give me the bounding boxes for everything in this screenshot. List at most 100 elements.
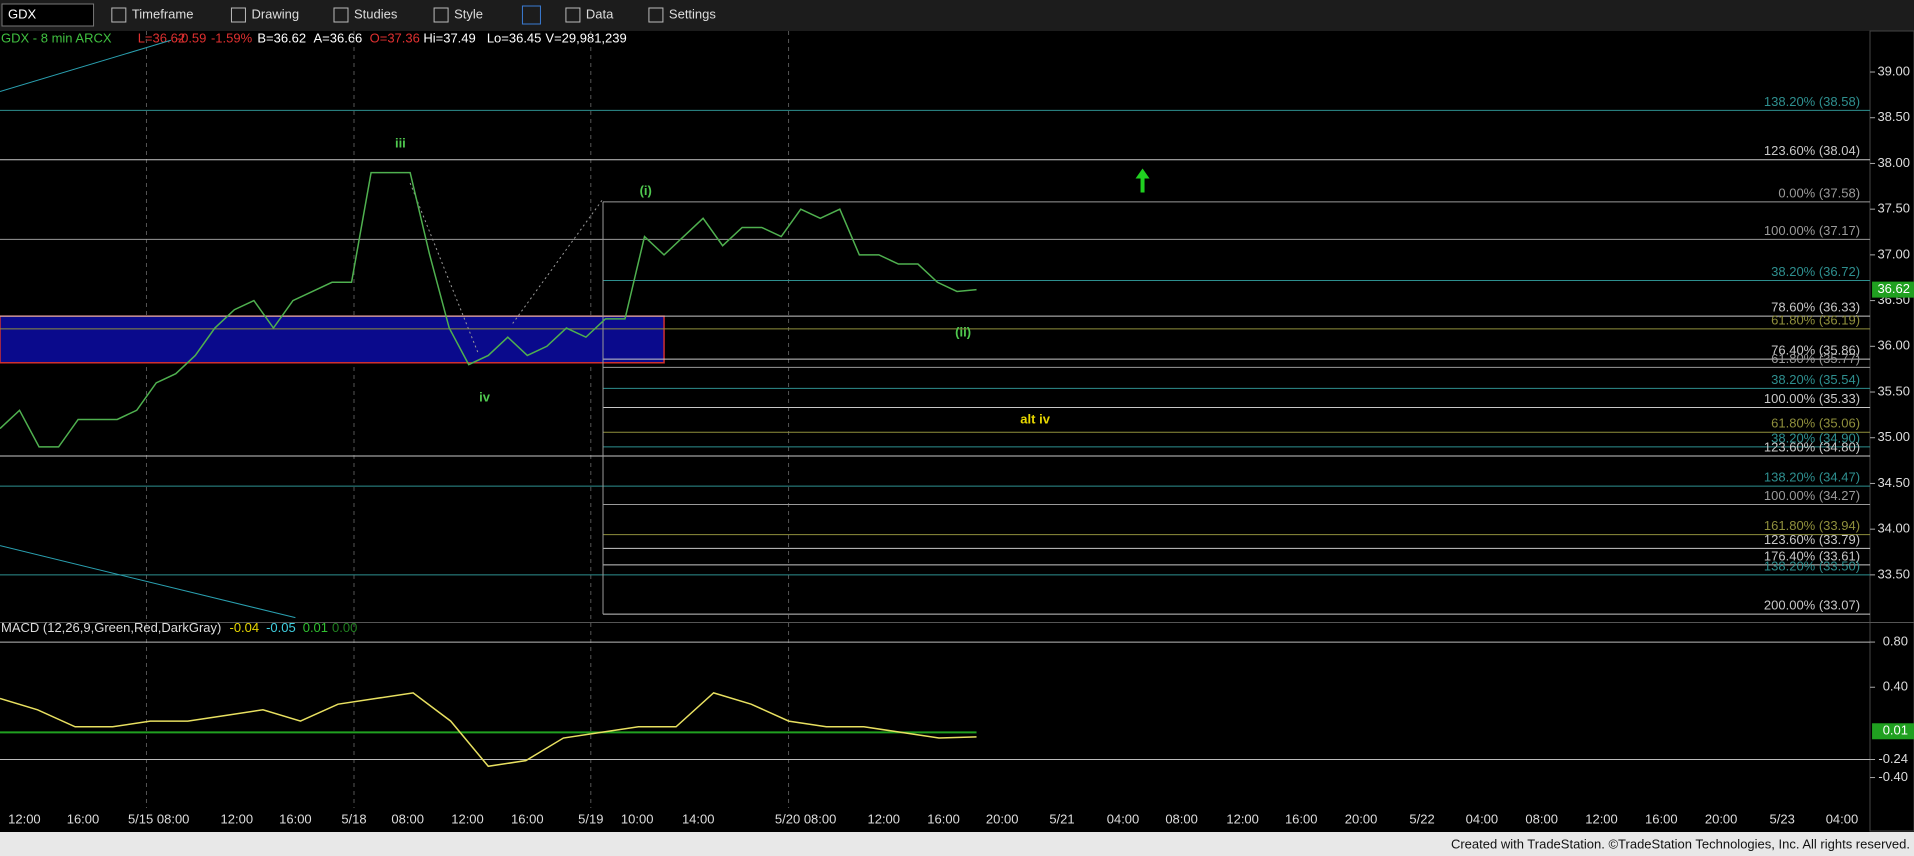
fib-label: 61.80% (36.19): [1771, 312, 1860, 327]
fib-label: 78.60% (36.33): [1771, 300, 1860, 315]
current-price-box: [1872, 281, 1914, 298]
quote-field: -0.59: [177, 30, 207, 45]
price-tick-label: 36.00: [1877, 338, 1910, 353]
menu-button[interactable]: Studies: [354, 6, 398, 21]
quote-field: V=29,981,239: [545, 30, 626, 45]
footer-bar: [0, 832, 1914, 856]
macd-line: [0, 692, 977, 768]
menu-icon[interactable]: [648, 7, 664, 23]
up-arrow: [1135, 168, 1150, 193]
time-tick-label: 5/18: [341, 812, 366, 827]
time-tick-label: 12:00: [1585, 812, 1618, 827]
time-tick-label: 5/15 08:00: [128, 812, 189, 827]
macd-reading: -0.05: [266, 620, 296, 635]
macd-reading: -0.04: [229, 620, 259, 635]
time-tick-label: 16:00: [511, 812, 544, 827]
macd-tick-label: -0.40: [1878, 769, 1908, 784]
time-tick-label: 12:00: [867, 812, 900, 827]
macd-reading: 0.00: [332, 620, 357, 635]
time-tick-label: 04:00: [1826, 812, 1859, 827]
time-tick-label: 12:00: [1226, 812, 1259, 827]
price-tick-label: 39.00: [1877, 63, 1910, 78]
fib-label: 200.00% (33.07): [1764, 598, 1860, 613]
time-tick-label: 16:00: [279, 812, 312, 827]
quote-field: O=37.36: [370, 30, 420, 45]
menu-button[interactable]: Settings: [669, 6, 716, 21]
wave-connector: [512, 198, 604, 324]
quote-field: L=36.62: [138, 30, 185, 45]
time-tick-label: 04:00: [1466, 812, 1499, 827]
menu-button[interactable]: Drawing: [251, 6, 299, 21]
time-tick-label: 5/19: [578, 812, 603, 827]
fib-label: 61.80% (35.77): [1771, 351, 1860, 366]
menu-icon[interactable]: [230, 7, 246, 23]
quote-field: Lo=36.45: [487, 30, 542, 45]
wave-label: alt iv: [1020, 411, 1050, 426]
fib-label: 161.80% (33.94): [1764, 518, 1860, 533]
fib-label: 38.20% (36.72): [1771, 264, 1860, 279]
menu-button[interactable]: Timeframe: [132, 6, 194, 21]
fib-label: 100.00% (34.27): [1764, 488, 1860, 503]
price-tick-label: 38.00: [1877, 155, 1910, 170]
menu-button[interactable]: Style: [454, 6, 483, 21]
symbol-box[interactable]: [1, 3, 95, 27]
macd-current-box: [1872, 723, 1914, 740]
fib-label: 123.60% (33.79): [1764, 532, 1860, 547]
price-line: [0, 171, 977, 448]
price-tick-label: 35.00: [1877, 429, 1910, 444]
time-tick-label: 12:00: [451, 812, 484, 827]
footer-credit: Created with TradeStation. ©TradeStation…: [1451, 836, 1910, 851]
quote-field: B=36.62: [257, 30, 306, 45]
menu-button[interactable]: Data: [586, 6, 614, 21]
menu-icon[interactable]: [333, 7, 349, 23]
macd-title: MACD (12,26,9,Green,Red,DarkGray): [1, 620, 221, 635]
fib-label: 38.20% (34.90): [1771, 430, 1860, 445]
price-tick-label: 34.50: [1877, 475, 1910, 490]
price-tick-label: 38.50: [1877, 109, 1910, 124]
time-tick-label: 14:00: [682, 812, 715, 827]
quote-field: A=36.66: [313, 30, 362, 45]
time-tick-label: 08:00: [391, 812, 424, 827]
price-tick-label: 37.00: [1877, 246, 1910, 261]
fib-label: 76.40% (35.86): [1771, 343, 1860, 358]
quote-field: -1.59%: [211, 30, 253, 45]
price-tick-label: 34.00: [1877, 521, 1910, 536]
support-zone: [0, 315, 665, 364]
fib-label: 176.40% (33.61): [1764, 548, 1860, 563]
quote-field: GDX - 8 min ARCX: [1, 30, 112, 45]
current-price: 36.62: [1877, 281, 1910, 296]
time-tick-label: 5/22: [1409, 812, 1434, 827]
time-tick-label: 16:00: [1645, 812, 1678, 827]
time-tick-label: 12:00: [8, 812, 41, 827]
time-tick-label: 12:00: [221, 812, 254, 827]
wave-connector: [409, 182, 479, 355]
menu-icon[interactable]: [565, 7, 581, 23]
wave-label: iii: [395, 135, 406, 150]
time-tick-label: 5/21: [1049, 812, 1074, 827]
fib-label: 138.20% (38.58): [1764, 94, 1860, 109]
macd-reading: 0.01: [303, 620, 328, 635]
fib-label: 38.20% (35.54): [1771, 372, 1860, 387]
time-tick-label: 04:00: [1107, 812, 1140, 827]
time-tick-label: 08:00: [1525, 812, 1558, 827]
toolbar: [0, 0, 1914, 31]
price-tick-label: 35.50: [1877, 383, 1910, 398]
time-tick-label: 20:00: [986, 812, 1019, 827]
time-tick-label: 5/23: [1770, 812, 1795, 827]
layout-icon[interactable]: [521, 5, 541, 25]
menu-icon[interactable]: [433, 7, 449, 23]
time-tick-label: 16:00: [1285, 812, 1318, 827]
symbol-input[interactable]: GDX: [8, 6, 37, 21]
macd-tick-label: 0.80: [1883, 634, 1908, 649]
trend-line: [0, 39, 172, 93]
fib-label: 0.00% (37.58): [1778, 185, 1860, 200]
quote-field: Hi=37.49: [423, 30, 475, 45]
time-tick-label: 08:00: [1165, 812, 1198, 827]
fib-label: 138.20% (34.47): [1764, 470, 1860, 485]
menu-icon[interactable]: [111, 7, 127, 23]
time-tick-label: 10:00: [621, 812, 654, 827]
macd-current: 0.01: [1883, 723, 1908, 738]
fib-label: 138.20% (33.50): [1764, 558, 1860, 573]
